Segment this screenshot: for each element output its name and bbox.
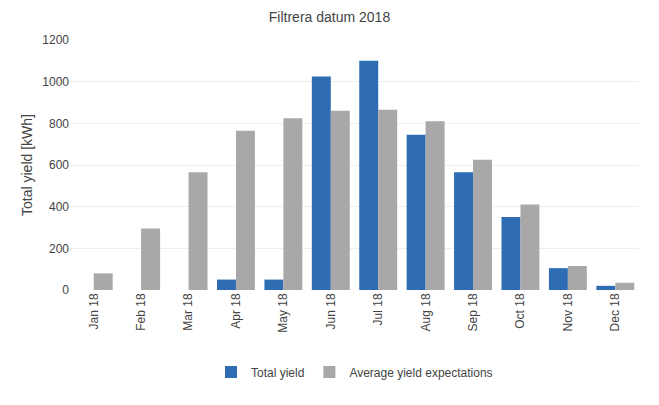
svg-text:400: 400 [49,200,69,214]
svg-text:Feb 18: Feb 18 [134,293,148,331]
svg-text:800: 800 [49,117,69,131]
svg-text:Oct 18: Oct 18 [513,293,527,329]
svg-text:Jun 18: Jun 18 [324,293,338,329]
svg-text:Sep 18: Sep 18 [466,293,480,331]
svg-text:Filtrera datum 2018: Filtrera datum 2018 [269,9,391,25]
svg-text:1000: 1000 [42,75,69,89]
svg-text:Total yield [kWh]: Total yield [kWh] [19,114,35,216]
svg-text:Mar 18: Mar 18 [181,293,195,331]
svg-text:Jul 18: Jul 18 [371,293,385,325]
svg-text:Jan 18: Jan 18 [87,293,101,329]
svg-text:May 18: May 18 [276,293,290,333]
svg-text:Apr 18: Apr 18 [229,293,243,329]
svg-text:0: 0 [62,283,69,297]
svg-text:600: 600 [49,158,69,172]
svg-text:Dec 18: Dec 18 [608,293,622,331]
svg-text:200: 200 [49,242,69,256]
svg-text:1200: 1200 [42,33,69,47]
svg-text:Nov 18: Nov 18 [561,293,575,331]
svg-text:Average yield expectations: Average yield expectations [349,366,492,380]
svg-text:Total yield: Total yield [251,366,304,380]
svg-text:Aug 18: Aug 18 [419,293,433,331]
